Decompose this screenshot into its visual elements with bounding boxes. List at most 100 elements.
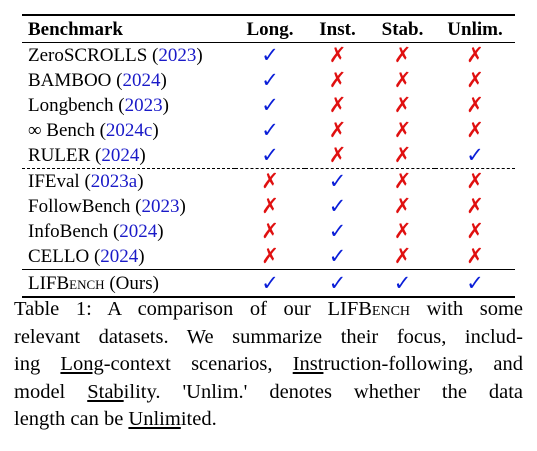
cross-icon: ✗ [466,194,484,218]
caption-text-smallcaps: Bench [358,298,411,320]
benchmark-name: BAMBOO (2024) [28,70,167,91]
caption-underline-stab: Stab [87,380,124,403]
benchmark-name: RULER (2024) [22,143,235,169]
cross-icon: ✗ [328,68,347,92]
benchmark-label: RULER [28,145,91,166]
table-caption: Table 1: A comparison of our LIFBench wi… [14,296,523,434]
check-icon: ✓ [305,269,370,298]
cross-icon: ✗ [466,169,484,193]
caption-line-1: Table 1: A comparison of our LIFBench wi… [14,296,523,324]
table-body: ZeroSCROLLS (2023) ✓ ✗ ✗ ✗ BAMBOO (2024) ✓ ✗ ✗ ✗ L… [22,43,515,298]
table-row: ZeroSCROLLS (2023) ✓ ✗ ✗ ✗ [22,43,515,69]
citation-year-link[interactable]: 2023 [158,45,197,66]
cross-icon: ✗ [261,219,279,243]
benchmark-name: FollowBench (2023) [28,196,186,217]
table-row: InfoBench (2024) ✗ ✓ ✗ ✗ [22,219,515,244]
comparison-table-container: Benchmark Long. Inst. Stab. Unlim. ZeroS… [22,14,515,298]
check-icon: ✓ [261,43,279,67]
benchmark-label: IFEval [28,171,80,192]
check-icon: ✓ [435,269,515,298]
benchmark-name: ZeroSCROLLS (2023) [28,45,203,66]
cross-icon: ✗ [393,43,412,67]
table-row: RULER (2024) ✓ ✗ ✗ ✓ [22,143,515,169]
cross-icon: ✗ [235,244,305,270]
check-icon: ✓ [305,244,370,270]
table-row: IFEval (2023a) ✗ ✓ ✗ ✗ [22,169,515,195]
cross-icon: ✗ [466,93,484,117]
ours-name-prefix: LIF [28,272,57,294]
citation-year-link[interactable]: 2023a [90,171,138,192]
check-icon: ✓ [435,143,515,169]
benchmark-label: Longbench [28,95,114,116]
benchmark-name-ours: LIFBench (Ours) [22,269,235,298]
citation-year-link[interactable]: 2024 [101,145,140,166]
cross-icon: ✗ [466,219,484,243]
caption-line-5: length can be Unlimited. [14,406,523,434]
cross-icon: ✗ [435,244,515,270]
table-row: ∞ Bench (2024c) ✓ ✗ ✗ ✗ [22,118,515,143]
benchmark-name: InfoBench (2024) [28,221,164,242]
benchmark-label: ZeroSCROLLS [28,45,148,66]
check-icon: ✓ [235,269,305,298]
citation-year-link[interactable]: 2024 [119,221,158,242]
header-inst: Inst. [305,14,370,43]
citation-year-link[interactable]: 2023 [141,196,180,217]
cross-icon: ✗ [466,43,484,67]
table-row: Longbench (2023) ✓ ✗ ✗ ✗ [22,93,515,118]
check-icon: ✓ [261,93,279,117]
cross-icon: ✗ [393,194,412,218]
table-row-ours: LIFBench (Ours) ✓ ✓ ✓ ✓ [22,269,515,298]
cross-icon: ✗ [393,93,412,117]
cross-icon: ✗ [328,118,347,142]
table-row: FollowBench (2023) ✗ ✓ ✗ ✗ [22,194,515,219]
check-icon: ✓ [328,194,347,218]
benchmark-label: BAMBOO [28,70,112,91]
benchmark-label: ∞ Bench [28,120,95,141]
caption-text: ing [14,353,41,375]
check-icon: ✓ [370,269,435,298]
caption-line-4: model Stability. 'Unlim.' denotes whethe… [14,379,523,407]
check-icon: ✓ [328,169,347,193]
header-unlim: Unlim. [435,14,515,43]
benchmark-label: InfoBench [28,221,109,242]
caption-text: ited. [180,408,217,430]
cross-icon: ✗ [370,244,435,270]
citation-year-link[interactable]: 2023 [124,95,163,116]
cross-icon: ✗ [370,143,435,169]
caption-text: ility. 'Unlim.' denotes whether the data [123,380,524,403]
caption-line-2: relevant datasets. We summarize their fo… [14,325,523,348]
caption-text: -context scenarios, [103,353,273,375]
cross-icon: ✗ [393,118,412,142]
caption-text: ruction-following, and [323,353,523,375]
cross-icon: ✗ [328,93,347,117]
caption-underline-inst: Inst [292,353,324,375]
cross-icon: ✗ [393,169,412,193]
benchmark-name: ∞ Bench (2024c) [28,120,159,141]
caption-underline-long: Long [60,353,104,375]
benchmark-name: IFEval (2023a) [28,171,144,192]
benchmark-label: FollowBench [28,196,131,217]
citation-year-link[interactable]: 2024 [100,246,139,267]
header-benchmark: Benchmark [22,14,235,43]
check-icon: ✓ [328,219,347,243]
check-icon: ✓ [261,68,279,92]
header-long: Long. [235,14,305,43]
cross-icon: ✗ [466,118,484,142]
caption-underline-unlim: Unlim [128,408,181,430]
benchmark-name: CELLO (2024) [22,244,235,270]
cross-icon: ✗ [261,169,279,193]
comparison-table: Benchmark Long. Inst. Stab. Unlim. ZeroS… [22,14,515,298]
caption-text: Table 1: A comparison of our LIF [14,298,359,320]
table-row: CELLO (2024) ✗ ✓ ✗ ✗ [22,244,515,270]
citation-year-link[interactable]: 2024c [105,120,153,141]
citation-year-link[interactable]: 2024 [122,70,161,91]
caption-text: length can be [14,408,124,430]
check-icon: ✓ [261,118,279,142]
cross-icon: ✗ [261,194,279,218]
cross-icon: ✗ [466,68,484,92]
caption-text: model [14,380,66,403]
header-stab: Stab. [370,14,435,43]
cross-icon: ✗ [328,43,347,67]
cross-icon: ✗ [393,68,412,92]
caption-line-3: ing Long-context scenarios, Instruction-… [14,351,523,379]
